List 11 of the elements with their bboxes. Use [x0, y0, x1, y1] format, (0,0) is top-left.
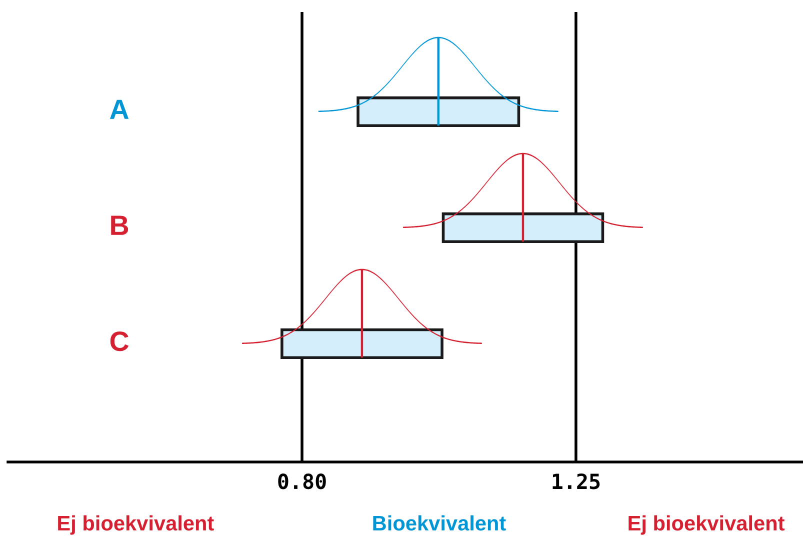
- y-tick-label: B: [111, 216, 128, 235]
- y-tick-label: A: [110, 100, 129, 119]
- x-tick-label: 1.25: [552, 473, 600, 490]
- bar: [442, 212, 604, 244]
- bar: [356, 96, 520, 128]
- x-tick-label: 0.80: [278, 473, 326, 490]
- y-tick-label: C: [110, 331, 129, 352]
- bar: [280, 328, 444, 360]
- text: Bioekvivalent: [373, 515, 506, 531]
- text: Ej bioekvivalent: [628, 515, 784, 535]
- text: Ej bioekvivalent: [58, 515, 214, 535]
